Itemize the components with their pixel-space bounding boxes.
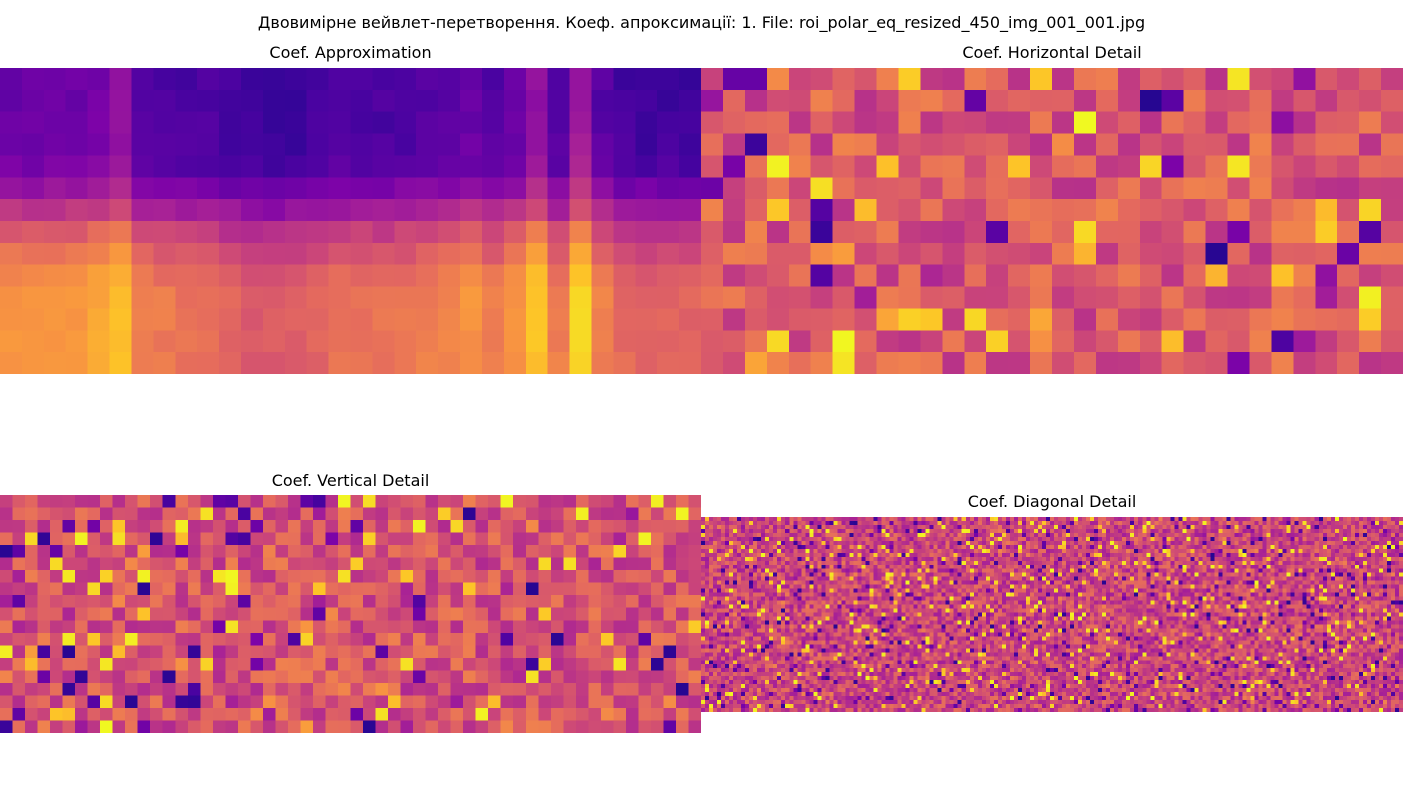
diagonal-detail-heatmap (701, 517, 1403, 712)
horizontal-detail-heatmap (701, 68, 1403, 374)
horizontal-detail-title: Coef. Horizontal Detail (962, 43, 1142, 62)
figure-title: Двовимірне вейвлет-перетворення. Коеф. а… (257, 13, 1146, 32)
approximation-heatmap (0, 68, 701, 374)
approximation-title: Coef. Approximation (269, 43, 432, 62)
vertical-detail-title: Coef. Vertical Detail (271, 471, 430, 490)
diagonal-detail-title: Coef. Diagonal Detail (967, 492, 1137, 511)
vertical-detail-heatmap (0, 495, 701, 733)
